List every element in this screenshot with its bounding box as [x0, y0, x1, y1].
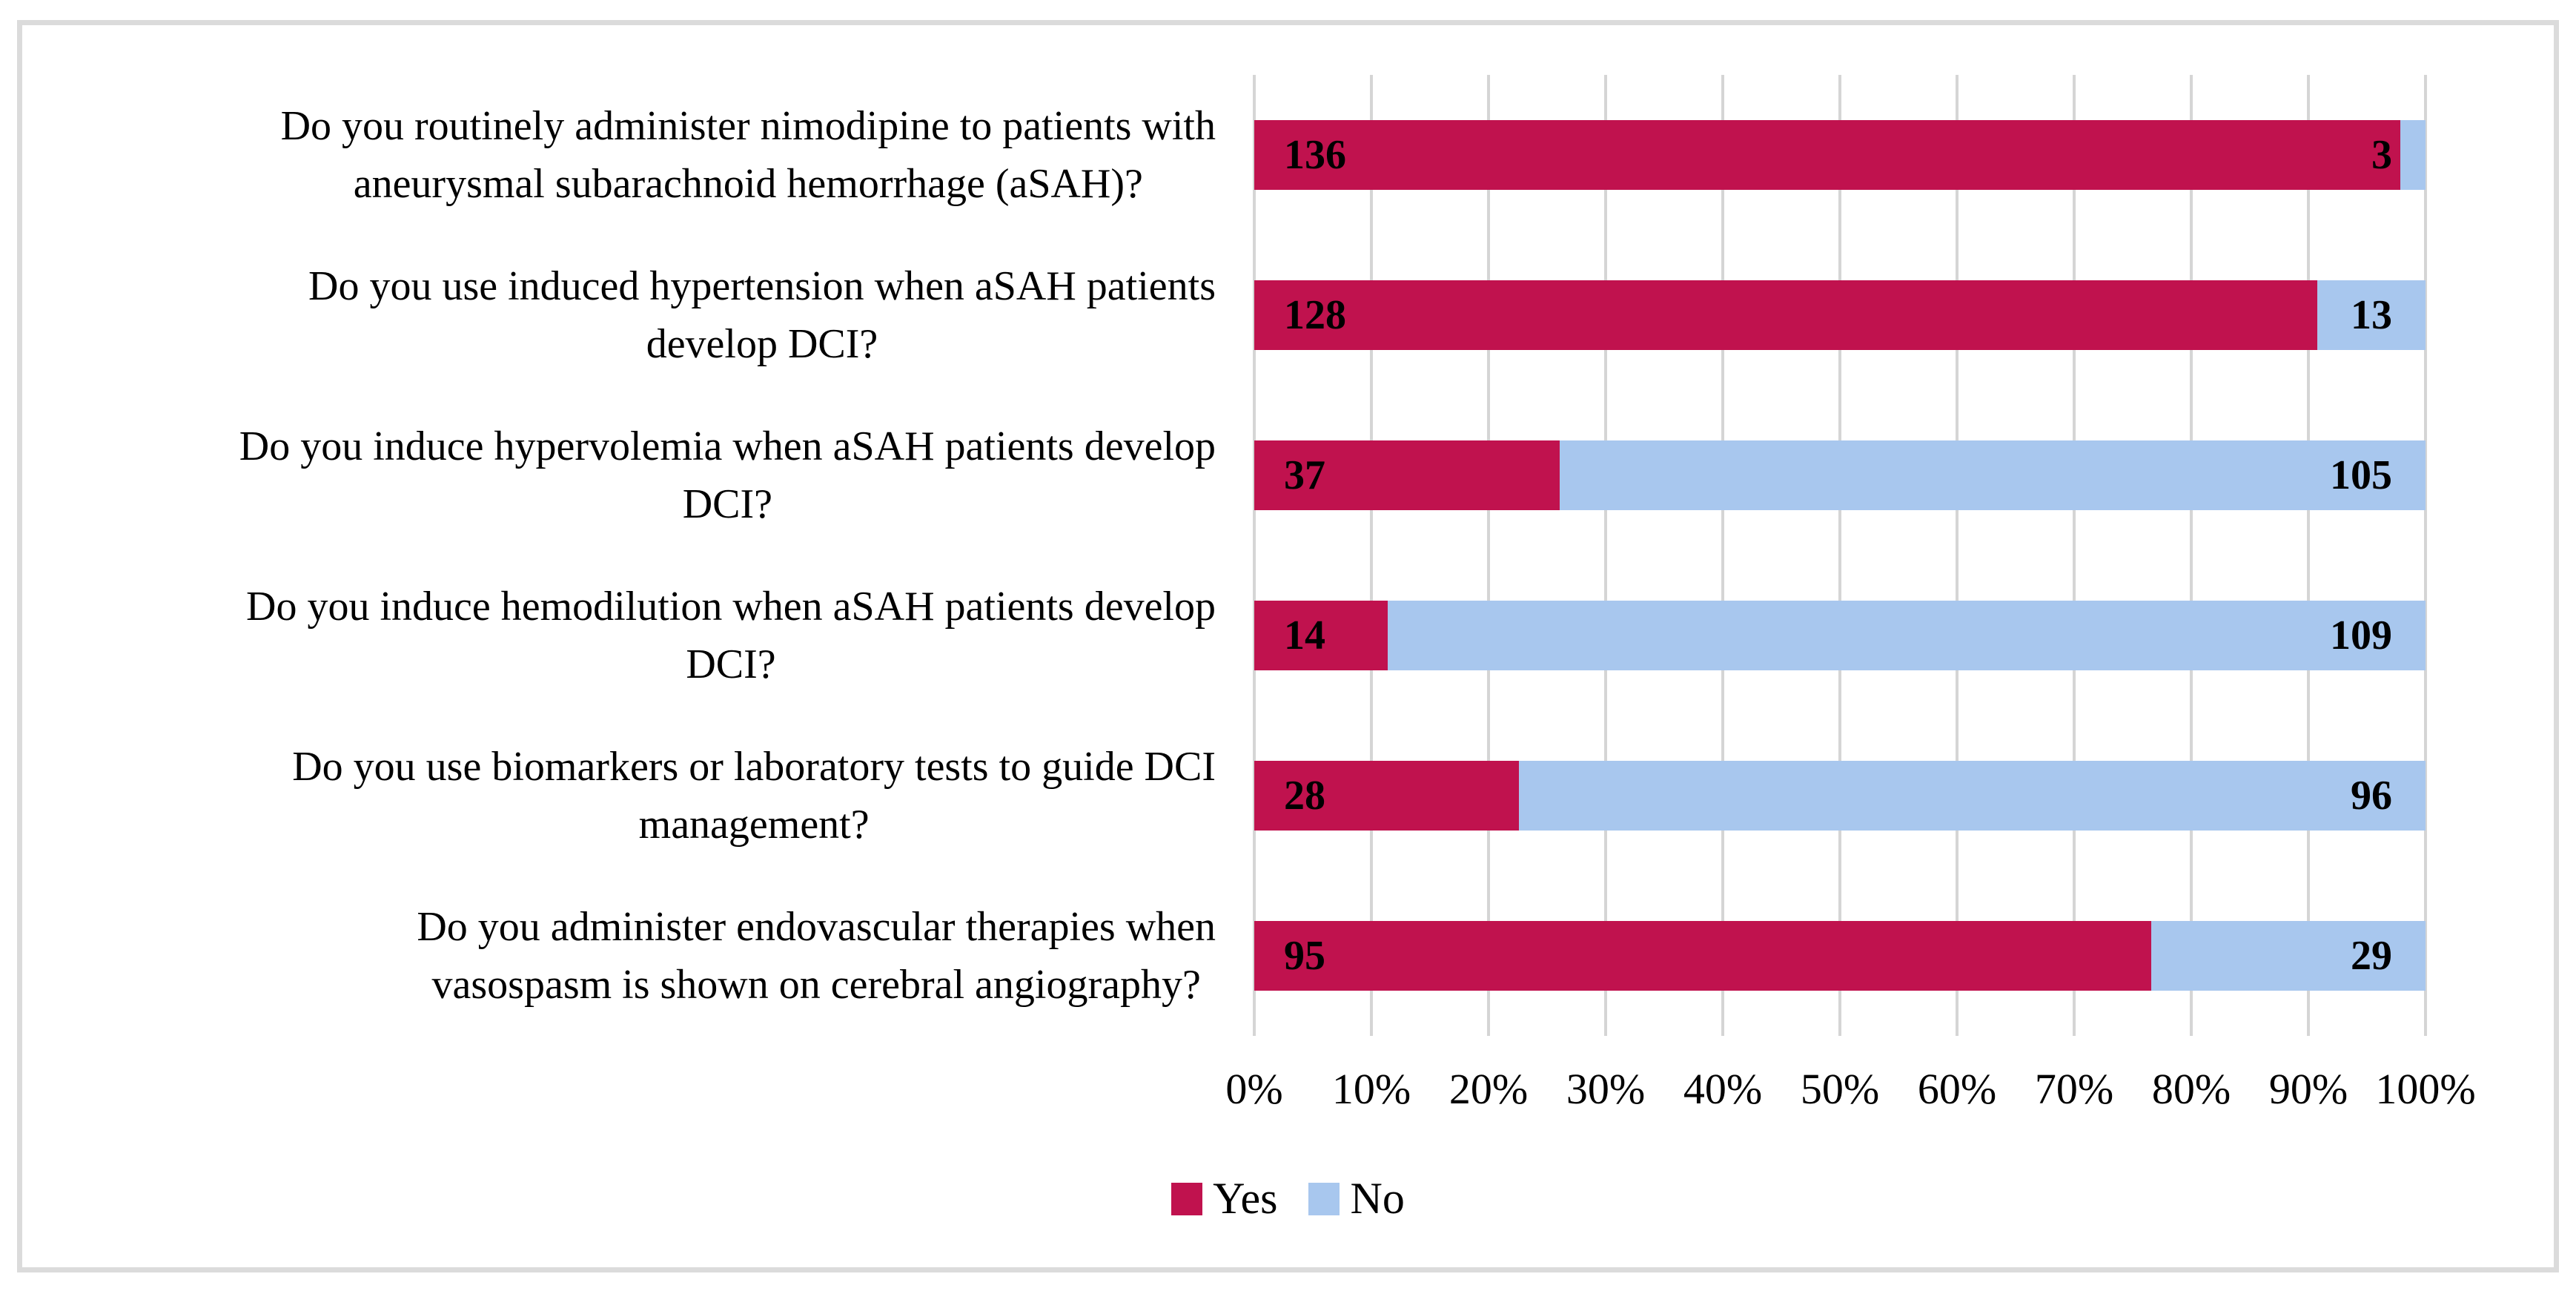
category-label: Do you routinely administer nimodipine t…: [281, 97, 1216, 213]
no-value-label: 13: [2351, 292, 2392, 338]
yes-segment: [1254, 921, 2151, 991]
yes-legend-swatch: [1171, 1182, 1203, 1215]
no-value-label: 96: [2351, 773, 2392, 819]
category-label-row: Do you routinely administer nimodipine t…: [30, 75, 1216, 235]
x-axis-tick-label: 20%: [1448, 1065, 1529, 1113]
yes-segment: [1254, 120, 2400, 190]
bar-row: 37 105: [1254, 440, 2426, 510]
bar-row: 128 13: [1254, 280, 2426, 350]
no-legend-swatch: [1308, 1182, 1340, 1215]
gridline: [1487, 75, 1490, 1036]
no-segment: [2317, 280, 2426, 350]
category-label-line: Do you routinely administer nimodipine t…: [280, 103, 1216, 149]
legend-item-no: No: [1308, 1173, 1405, 1224]
yes-segment: [1254, 601, 1388, 670]
gridline: [2307, 75, 2310, 1036]
yes-value-label: 28: [1284, 773, 1325, 819]
no-value-label: 3: [2371, 132, 2392, 178]
gridline: [2190, 75, 2193, 1036]
x-axis-tick-label: 50%: [1800, 1065, 1880, 1113]
chart-frame: [17, 20, 2559, 1272]
category-label-row: Do you use induced hypertension when aSA…: [30, 235, 1216, 395]
category-label-line: aneurysmal subarachnoid hemorrhage (aSAH…: [353, 161, 1143, 207]
x-axis-tick-label: 60%: [1917, 1065, 1997, 1113]
yes-legend-label: Yes: [1213, 1174, 1278, 1223]
no-segment: [2151, 921, 2426, 991]
category-label-line: Do you induce hypervolemia when aSAH pat…: [239, 423, 1216, 469]
bar-row: 136 3: [1254, 120, 2426, 190]
yes-segment: [1254, 440, 1560, 510]
gridline: [1721, 75, 1724, 1036]
x-axis-tick-label: 90%: [2268, 1065, 2348, 1113]
x-axis-tick-label: 80%: [2151, 1065, 2231, 1113]
gridline: [1253, 75, 1256, 1036]
yes-value-label: 37: [1284, 452, 1325, 498]
category-label: Do you administer endovascular therapies…: [417, 898, 1216, 1014]
x-axis-tick-label: 30%: [1566, 1065, 1646, 1113]
category-label: Do you induce hemodilution when aSAH pat…: [246, 578, 1216, 693]
category-label: Do you induce hypervolemia when aSAH pat…: [239, 417, 1216, 533]
category-label: Do you use induced hypertension when aSA…: [308, 257, 1216, 373]
no-value-label: 109: [2330, 613, 2392, 658]
bar-row: 95 29: [1254, 921, 2426, 991]
no-value-label: 105: [2330, 452, 2392, 498]
category-label-line: Do you use biomarkers or laboratory test…: [292, 744, 1216, 790]
category-label: Do you use biomarkers or laboratory test…: [292, 738, 1216, 853]
bar-row: 14 109: [1254, 601, 2426, 670]
bar-row: 28 96: [1254, 761, 2426, 831]
category-label-row: Do you use biomarkers or laboratory test…: [30, 716, 1216, 876]
gridline: [1604, 75, 1607, 1036]
legend-item-yes: Yes: [1171, 1173, 1277, 1224]
gridline: [1956, 75, 1959, 1036]
category-label-line: management?: [638, 802, 870, 848]
category-label-line: vasospasm is shown on cerebral angiograp…: [431, 962, 1201, 1008]
yes-value-label: 14: [1284, 613, 1325, 658]
yes-value-label: 136: [1284, 132, 1346, 178]
no-segment: [1388, 601, 2426, 670]
yes-segment: [1254, 761, 1519, 831]
x-axis-tick-label: 70%: [2034, 1065, 2114, 1113]
category-label-line: DCI?: [682, 481, 773, 527]
yes-value-label: 128: [1284, 292, 1346, 338]
x-axis-tick-label: 0%: [1225, 1065, 1283, 1113]
gridline: [1838, 75, 1841, 1036]
no-segment: [1560, 440, 2426, 510]
no-legend-label: No: [1350, 1174, 1405, 1223]
category-label-line: DCI?: [686, 641, 776, 687]
gridline: [2073, 75, 2076, 1036]
x-axis-tick-label: 40%: [1683, 1065, 1763, 1113]
legend: Yes No: [0, 1173, 2576, 1224]
category-label-row: Do you induce hypervolemia when aSAH pat…: [30, 395, 1216, 555]
category-label-line: Do you induce hemodilution when aSAH pat…: [246, 584, 1216, 630]
no-segment: [2400, 120, 2426, 190]
x-axis-tick-label: 100%: [2375, 1065, 2476, 1113]
gridline: [1370, 75, 1373, 1036]
yes-value-label: 95: [1284, 933, 1325, 979]
category-label-line: Do you use induced hypertension when aSA…: [308, 263, 1216, 309]
category-label-row: Do you induce hemodilution when aSAH pat…: [30, 555, 1216, 716]
gridline: [2424, 75, 2427, 1036]
category-label-line: Do you administer endovascular therapies…: [417, 904, 1216, 950]
no-segment: [1519, 761, 2426, 831]
yes-segment: [1254, 280, 2317, 350]
no-value-label: 29: [2351, 933, 2392, 979]
x-axis-tick-label: 10%: [1331, 1065, 1411, 1113]
category-label-row: Do you administer endovascular therapies…: [30, 876, 1216, 1036]
category-label-line: develop DCI?: [646, 321, 878, 367]
